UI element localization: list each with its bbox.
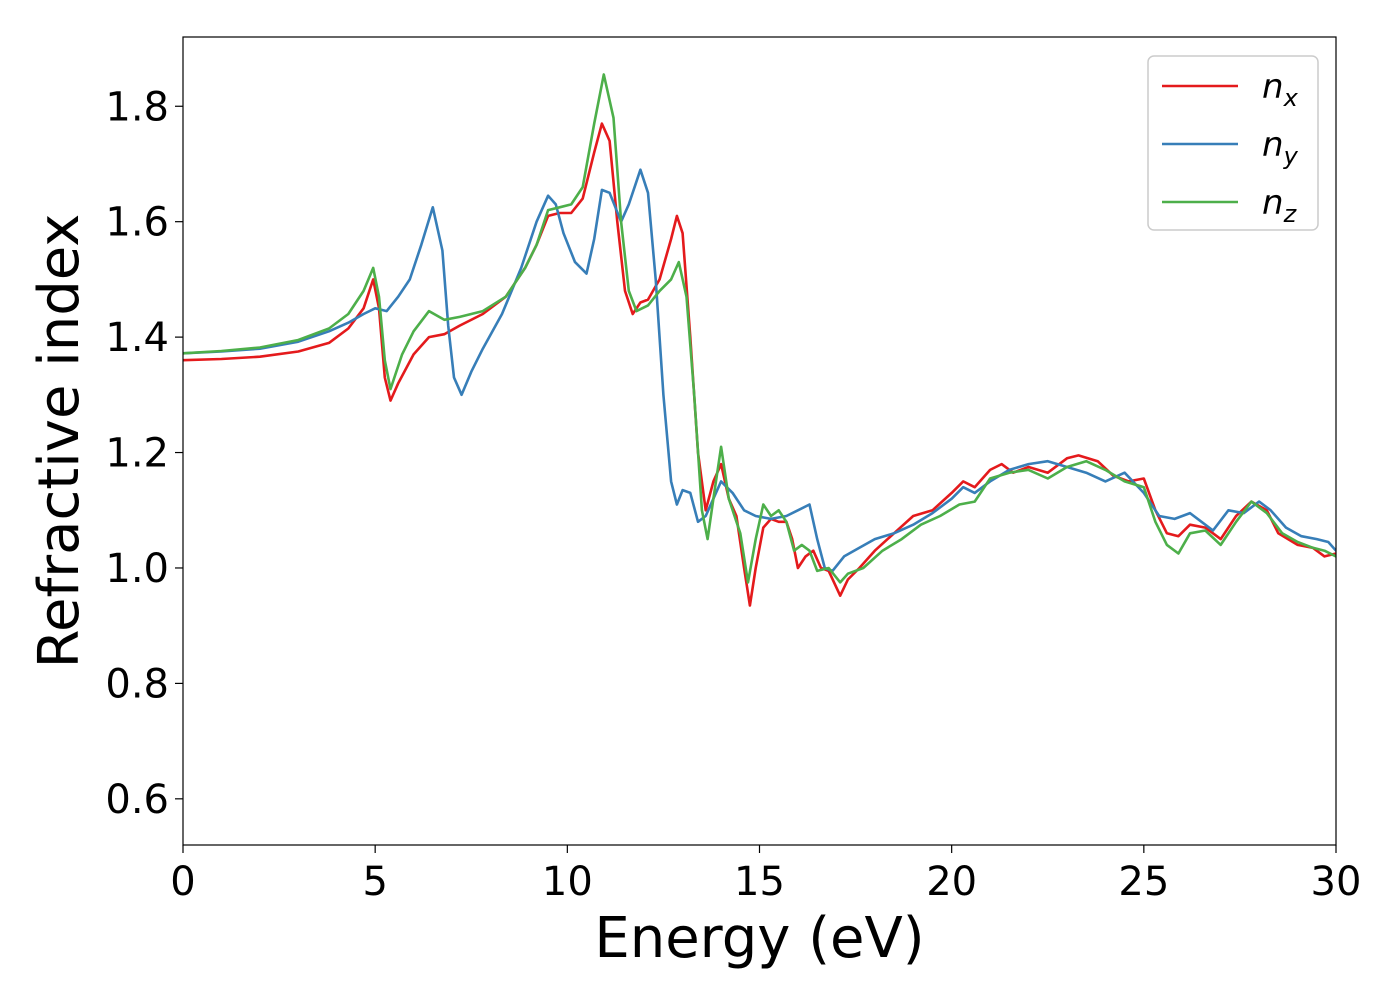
legend-label-z: nz [1262,183,1298,228]
x-tick-label: 20 [926,859,977,905]
x-tick-label: 30 [1311,859,1362,905]
x-tick-label: 25 [1118,859,1169,905]
x-axis-ticks: 0 5 10 15 20 25 30 [170,845,1361,905]
legend-label-x: nx [1262,67,1299,112]
x-tick-label: 5 [362,859,387,905]
series-line-y [183,168,1336,573]
y-tick-label: 1.6 [105,200,169,246]
y-tick-label: 0.6 [105,777,169,823]
legend-label-y: ny [1262,125,1299,170]
y-axis-ticks: 0.6 0.8 1.0 1.2 1.4 1.6 1.8 [105,84,183,823]
legend: nx ny nz [1147,55,1319,231]
y-tick-label: 0.8 [105,661,169,707]
x-tick-label: 0 [170,859,195,905]
x-tick-label: 15 [734,859,785,905]
y-tick-label: 1.8 [105,84,169,130]
y-tick-label: 1.0 [105,546,169,592]
y-axis-title: Refractive index [27,214,92,669]
y-tick-label: 1.2 [105,431,169,477]
series-line-z [183,73,1336,584]
x-tick-label: 10 [542,859,593,905]
x-axis-title: Energy (eV) [594,906,924,971]
y-tick-label: 1.4 [105,315,169,361]
plot-lines [183,73,1336,607]
